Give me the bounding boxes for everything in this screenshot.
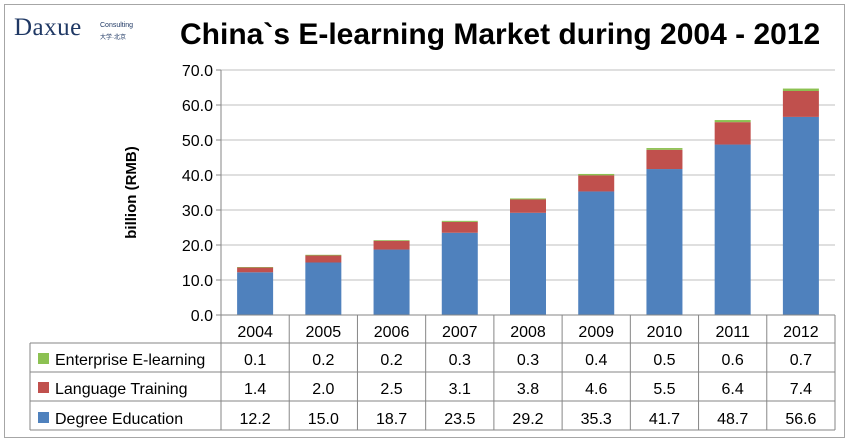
bar-degree-education-2011 — [714, 144, 751, 315]
data-label: 35.3 — [581, 411, 612, 428]
data-label: 0.2 — [380, 352, 402, 369]
bar-degree-education-2006 — [373, 249, 410, 315]
x-category-label: 2004 — [237, 324, 273, 341]
logo-sub: Consulting — [100, 22, 134, 29]
data-label: 23.5 — [444, 411, 475, 428]
bar-language-training-2008 — [510, 199, 546, 213]
y-tick-label: 60.0 — [182, 98, 213, 115]
data-label: 0.6 — [722, 352, 744, 369]
bar-degree-education-2004 — [237, 272, 274, 315]
data-label: 3.8 — [517, 381, 539, 398]
chart-title: China`s E-learning Market during 2004 - … — [180, 18, 821, 51]
data-label: 41.7 — [649, 411, 680, 428]
data-label: 2.5 — [380, 381, 402, 398]
y-tick-label: 0.0 — [191, 308, 213, 325]
data-label: 0.1 — [244, 352, 266, 369]
daxue-logo: Daxue Consulting 大学·北京 — [14, 14, 133, 42]
bar-degree-education-2010 — [646, 169, 683, 315]
bar-enterprise-e-learning-2012 — [782, 88, 819, 91]
logo-name: Daxue — [14, 14, 82, 41]
legend-key — [38, 412, 49, 423]
bar-enterprise-e-learning-2010 — [646, 148, 683, 150]
y-tick-label: 10.0 — [182, 273, 213, 290]
x-category-label: 2009 — [578, 324, 614, 341]
bar-enterprise-e-learning-2008 — [510, 198, 546, 200]
x-category-label: 2005 — [306, 324, 342, 341]
data-label: 7.4 — [790, 381, 812, 398]
legend-key — [38, 382, 49, 393]
bar-language-training-2009 — [578, 175, 615, 192]
y-tick-label: 20.0 — [182, 238, 213, 255]
x-category-label: 2008 — [510, 324, 546, 341]
bar-language-training-2004 — [237, 267, 274, 273]
legend-label: Language Training — [55, 381, 188, 398]
y-tick-label: 50.0 — [182, 133, 213, 150]
x-category-label: 2011 — [715, 324, 750, 341]
data-label: 48.7 — [717, 411, 748, 428]
legend-label: Degree Education — [55, 411, 183, 428]
bar-language-training-2010 — [646, 149, 683, 170]
data-label: 0.5 — [653, 352, 675, 369]
bar-degree-education-2007 — [441, 232, 478, 315]
data-label: 29.2 — [512, 411, 543, 428]
bar-enterprise-e-learning-2009 — [578, 173, 615, 176]
bar-degree-education-2009 — [578, 191, 615, 315]
y-tick-label: 30.0 — [182, 203, 213, 220]
x-category-label: 2010 — [647, 324, 683, 341]
legend-key — [38, 353, 49, 364]
data-label: 1.4 — [244, 381, 266, 398]
bar-language-training-2006 — [373, 240, 410, 250]
bar-enterprise-e-learning-2006 — [373, 240, 410, 241]
bar-language-training-2012 — [782, 91, 819, 117]
x-category-label: 2012 — [783, 324, 819, 341]
data-label: 18.7 — [376, 411, 407, 428]
x-category-label: 2007 — [442, 324, 478, 341]
data-label: 0.3 — [449, 352, 471, 369]
bar-language-training-2011 — [714, 122, 751, 145]
data-label: 12.2 — [240, 411, 271, 428]
data-label: 0.2 — [312, 352, 334, 369]
data-label: 15.0 — [308, 411, 339, 428]
chart-frame — [4, 4, 845, 438]
bar-degree-education-2005 — [305, 262, 342, 315]
y-tick-label: 70.0 — [182, 63, 213, 80]
data-label: 56.6 — [785, 411, 816, 428]
data-label: 0.4 — [585, 352, 607, 369]
y-axis-label: billion (RMB) — [123, 146, 140, 238]
data-label: 2.0 — [312, 381, 334, 398]
data-label: 6.4 — [722, 381, 744, 398]
data-label: 0.7 — [790, 352, 812, 369]
bar-degree-education-2008 — [510, 212, 546, 315]
x-category-label: 2006 — [374, 324, 410, 341]
bar-language-training-2007 — [441, 221, 478, 233]
bar-enterprise-e-learning-2004 — [237, 267, 274, 268]
legend-label: Enterprise E-learning — [55, 352, 205, 369]
data-label: 0.3 — [517, 352, 539, 369]
logo-sub2: 大学·北京 — [100, 35, 126, 41]
bar-language-training-2005 — [305, 255, 342, 263]
data-label: 5.5 — [653, 381, 675, 398]
bar-enterprise-e-learning-2005 — [305, 254, 342, 256]
data-label: 3.1 — [449, 381, 471, 398]
bar-enterprise-e-learning-2011 — [714, 120, 751, 123]
data-label: 4.6 — [585, 381, 607, 398]
y-tick-label: 40.0 — [182, 168, 213, 185]
bar-enterprise-e-learning-2007 — [441, 220, 478, 222]
bar-degree-education-2012 — [782, 116, 819, 316]
